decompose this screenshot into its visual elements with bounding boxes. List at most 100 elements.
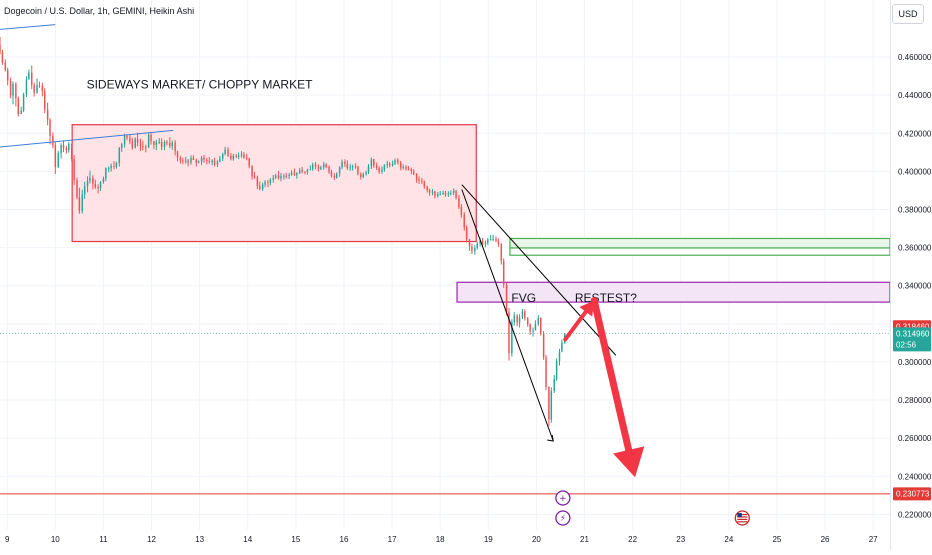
candle-body <box>216 161 219 165</box>
candle-body <box>65 148 68 151</box>
candle-body <box>518 317 521 323</box>
candle-body <box>232 155 235 159</box>
trendline[interactable] <box>461 184 617 356</box>
candle-body <box>280 176 282 179</box>
candle-body <box>169 142 171 147</box>
candle-body <box>431 191 434 193</box>
projection-arrow-shaft[interactable] <box>563 309 588 342</box>
green-zone-bottom[interactable] <box>509 247 891 256</box>
price-axis[interactable] <box>890 0 932 550</box>
arrows[interactable] <box>563 297 645 478</box>
projection-arrow-head[interactable] <box>579 300 595 317</box>
candle-body <box>17 98 20 115</box>
candle-body <box>248 158 250 167</box>
projection-arrow-shaft[interactable] <box>590 297 633 454</box>
candle-body <box>539 317 542 334</box>
candle-body <box>412 171 415 174</box>
sideways-market-label: SIDEWAYS MARKET/ CHOPPY MARKET <box>87 77 313 91</box>
candle-body <box>450 192 452 194</box>
candle-body <box>195 159 198 163</box>
candle-body <box>12 83 14 96</box>
currency-button[interactable]: USD <box>892 4 924 24</box>
candle-body <box>534 324 537 331</box>
candle-body <box>367 166 370 173</box>
retest-label: RESTEST? <box>575 291 637 305</box>
candle-body <box>20 110 22 115</box>
candle-body <box>558 351 561 361</box>
candle-body <box>219 158 221 162</box>
candle-body <box>184 160 187 162</box>
candle-body <box>115 163 118 167</box>
trendline[interactable] <box>0 129 174 148</box>
candle-body <box>136 138 139 143</box>
trendlines[interactable] <box>0 24 617 442</box>
candle-body <box>54 145 57 167</box>
candle-body <box>182 160 184 162</box>
candle-body <box>330 171 333 176</box>
candle-body <box>62 145 65 149</box>
candle-body <box>293 172 296 176</box>
candle-body <box>344 161 346 164</box>
candle-body <box>537 317 540 325</box>
candle-body <box>505 284 508 312</box>
candle-body <box>298 170 301 174</box>
candle-body <box>513 315 516 323</box>
candle-body <box>33 85 35 93</box>
candle-body <box>306 169 309 173</box>
candle-body <box>158 141 160 143</box>
candle-body <box>253 176 256 178</box>
candle-body <box>246 157 248 159</box>
trendline[interactable] <box>461 189 554 442</box>
candle-body <box>118 147 121 164</box>
green-zone-top[interactable] <box>509 237 891 249</box>
candle-body <box>211 160 213 163</box>
candle-body <box>113 165 115 167</box>
candle-body <box>402 166 404 168</box>
candle-body <box>174 142 176 152</box>
candle-body <box>147 134 150 148</box>
candle-body <box>139 142 142 147</box>
candle-body <box>153 141 155 145</box>
candle-body <box>455 190 457 198</box>
candle-body <box>176 151 179 158</box>
candle-body <box>383 165 386 170</box>
candle-body <box>70 143 73 160</box>
candle-body <box>502 260 505 285</box>
candle-body <box>163 142 166 147</box>
candle-body <box>375 165 378 168</box>
candle-body <box>468 239 471 247</box>
candle-body <box>309 169 312 171</box>
candle-body <box>86 180 89 187</box>
candle-body <box>407 168 410 170</box>
candle-body <box>4 62 7 71</box>
candle-body <box>421 180 423 182</box>
candle-body <box>166 142 168 144</box>
projection-arrow-head[interactable] <box>613 446 645 478</box>
trendline[interactable] <box>0 24 56 30</box>
candle-body <box>373 159 375 166</box>
candle-body <box>405 166 407 169</box>
candle-body <box>474 247 476 252</box>
candle-body <box>129 137 131 142</box>
candle-body <box>317 166 320 170</box>
range-box[interactable] <box>71 124 477 243</box>
candle-body <box>277 175 280 179</box>
candle-body <box>349 167 351 169</box>
candle-body <box>179 157 182 161</box>
candle-body <box>378 167 380 172</box>
chart-title: Dogecoin / U.S. Dollar, 1h, GEMINI, Heik… <box>4 6 195 16</box>
candle-body <box>256 177 259 186</box>
candle-body <box>99 182 102 189</box>
candle-body <box>529 324 531 332</box>
candle-body <box>500 243 503 261</box>
candle-body <box>123 136 126 145</box>
candle-body <box>365 172 367 175</box>
candle-body <box>550 390 553 420</box>
candle-body <box>354 166 357 168</box>
candle-body <box>285 175 287 177</box>
candle-body <box>102 178 105 183</box>
candle-body <box>105 168 107 179</box>
candle-body <box>442 192 444 195</box>
